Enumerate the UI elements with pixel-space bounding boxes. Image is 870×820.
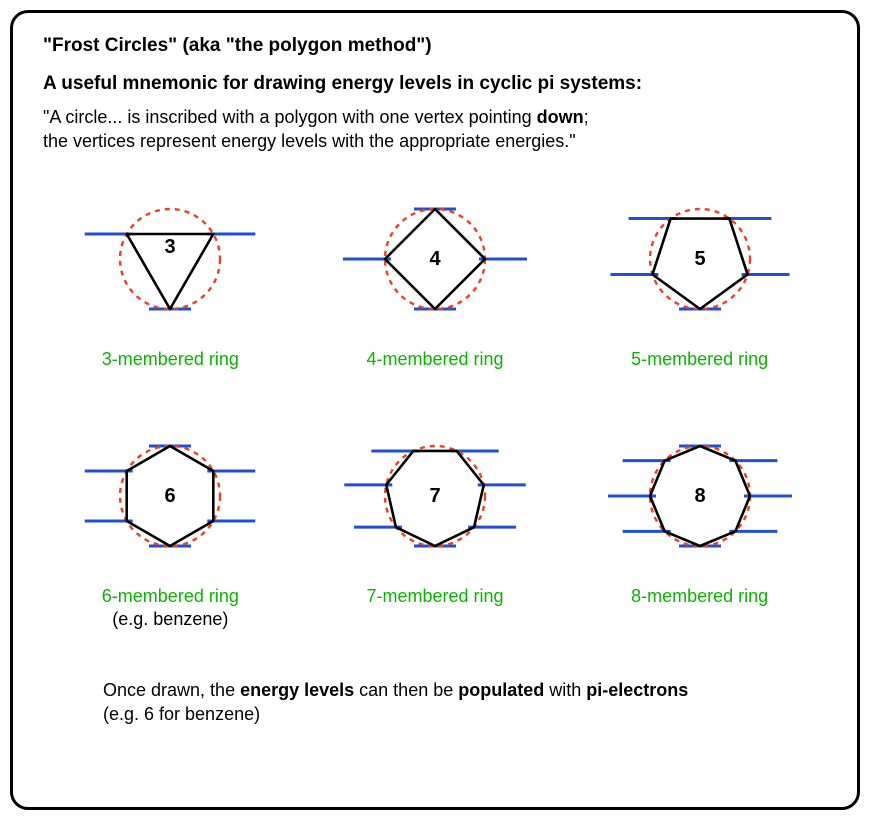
cell-3-ring: 3 3-membered ring [43, 184, 298, 371]
cell-8-ring: 8 8-membered ring [572, 421, 827, 632]
frost-circle-5: 5 [585, 184, 815, 334]
ring-number: 4 [429, 248, 441, 270]
caption-text: 5-membered ring [631, 349, 768, 369]
footer-text: Once drawn, the energy levels can then b… [103, 678, 827, 727]
frost-circle-4: 4 [320, 184, 550, 334]
caption-text: 7-membered ring [366, 586, 503, 606]
cell-6-ring: 6 6-membered ring (e.g. benzene) [43, 421, 298, 632]
footer-mid: can then be [354, 680, 458, 700]
caption-text: 3-membered ring [102, 349, 239, 369]
cell-5-ring: 5 5-membered ring [572, 184, 827, 371]
caption-8: 8-membered ring [572, 585, 827, 608]
caption-4: 4-membered ring [308, 348, 563, 371]
cell-7-ring: 7 7-membered ring [308, 421, 563, 632]
caption-text: 4-membered ring [366, 349, 503, 369]
footer-mid2: with [544, 680, 586, 700]
ring-number: 5 [694, 248, 705, 270]
caption-sub: (e.g. benzene) [112, 609, 228, 629]
frost-circle-6: 6 [55, 421, 285, 571]
footer-b2: populated [458, 680, 544, 700]
ring-number: 8 [694, 485, 705, 507]
caption-5: 5-membered ring [572, 348, 827, 371]
ring-number: 6 [165, 485, 176, 507]
footer-post: (e.g. 6 for benzene) [103, 704, 260, 724]
caption-6: 6-membered ring (e.g. benzene) [43, 585, 298, 632]
quote-text: "A circle... is inscribed with a polygon… [43, 105, 827, 154]
ring-number: 3 [165, 236, 176, 258]
title-text: "Frost Circles" (aka "the polygon method… [43, 35, 827, 57]
frost-circle-7: 7 [320, 421, 550, 571]
footer-pre: Once drawn, the [103, 680, 240, 700]
quote-bold: down [537, 107, 584, 127]
subtitle-text: A useful mnemonic for drawing energy lev… [43, 73, 827, 95]
ring-number: 7 [429, 485, 440, 507]
caption-3: 3-membered ring [43, 348, 298, 371]
diagram-frame: "Frost Circles" (aka "the polygon method… [10, 10, 860, 810]
quote-pre: "A circle... is inscribed with a polygon… [43, 107, 537, 127]
caption-7: 7-membered ring [308, 585, 563, 608]
frost-dashed-circle [120, 209, 220, 309]
caption-text: 6-membered ring [102, 586, 239, 606]
frost-circle-8: 8 [585, 421, 815, 571]
footer-b1: energy levels [240, 680, 354, 700]
cell-4-ring: 4 4-membered ring [308, 184, 563, 371]
frost-grid: 3 3-membered ring 4 4-membered ring 5 5-… [43, 184, 827, 632]
caption-text: 8-membered ring [631, 586, 768, 606]
frost-circle-3: 3 [55, 184, 285, 334]
footer-b3: pi-electrons [586, 680, 688, 700]
